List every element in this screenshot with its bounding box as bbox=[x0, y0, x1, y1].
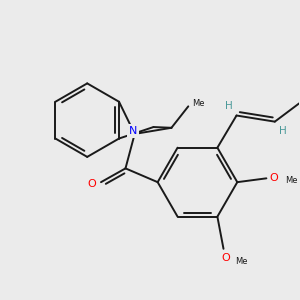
Text: H: H bbox=[225, 101, 233, 111]
Text: O: O bbox=[270, 172, 278, 183]
Text: Me: Me bbox=[285, 176, 297, 185]
Text: Me: Me bbox=[235, 256, 247, 266]
Text: Me: Me bbox=[192, 99, 205, 108]
Text: H: H bbox=[279, 126, 286, 136]
Text: O: O bbox=[87, 179, 96, 189]
Text: N: N bbox=[129, 126, 137, 136]
Text: O: O bbox=[221, 253, 230, 263]
